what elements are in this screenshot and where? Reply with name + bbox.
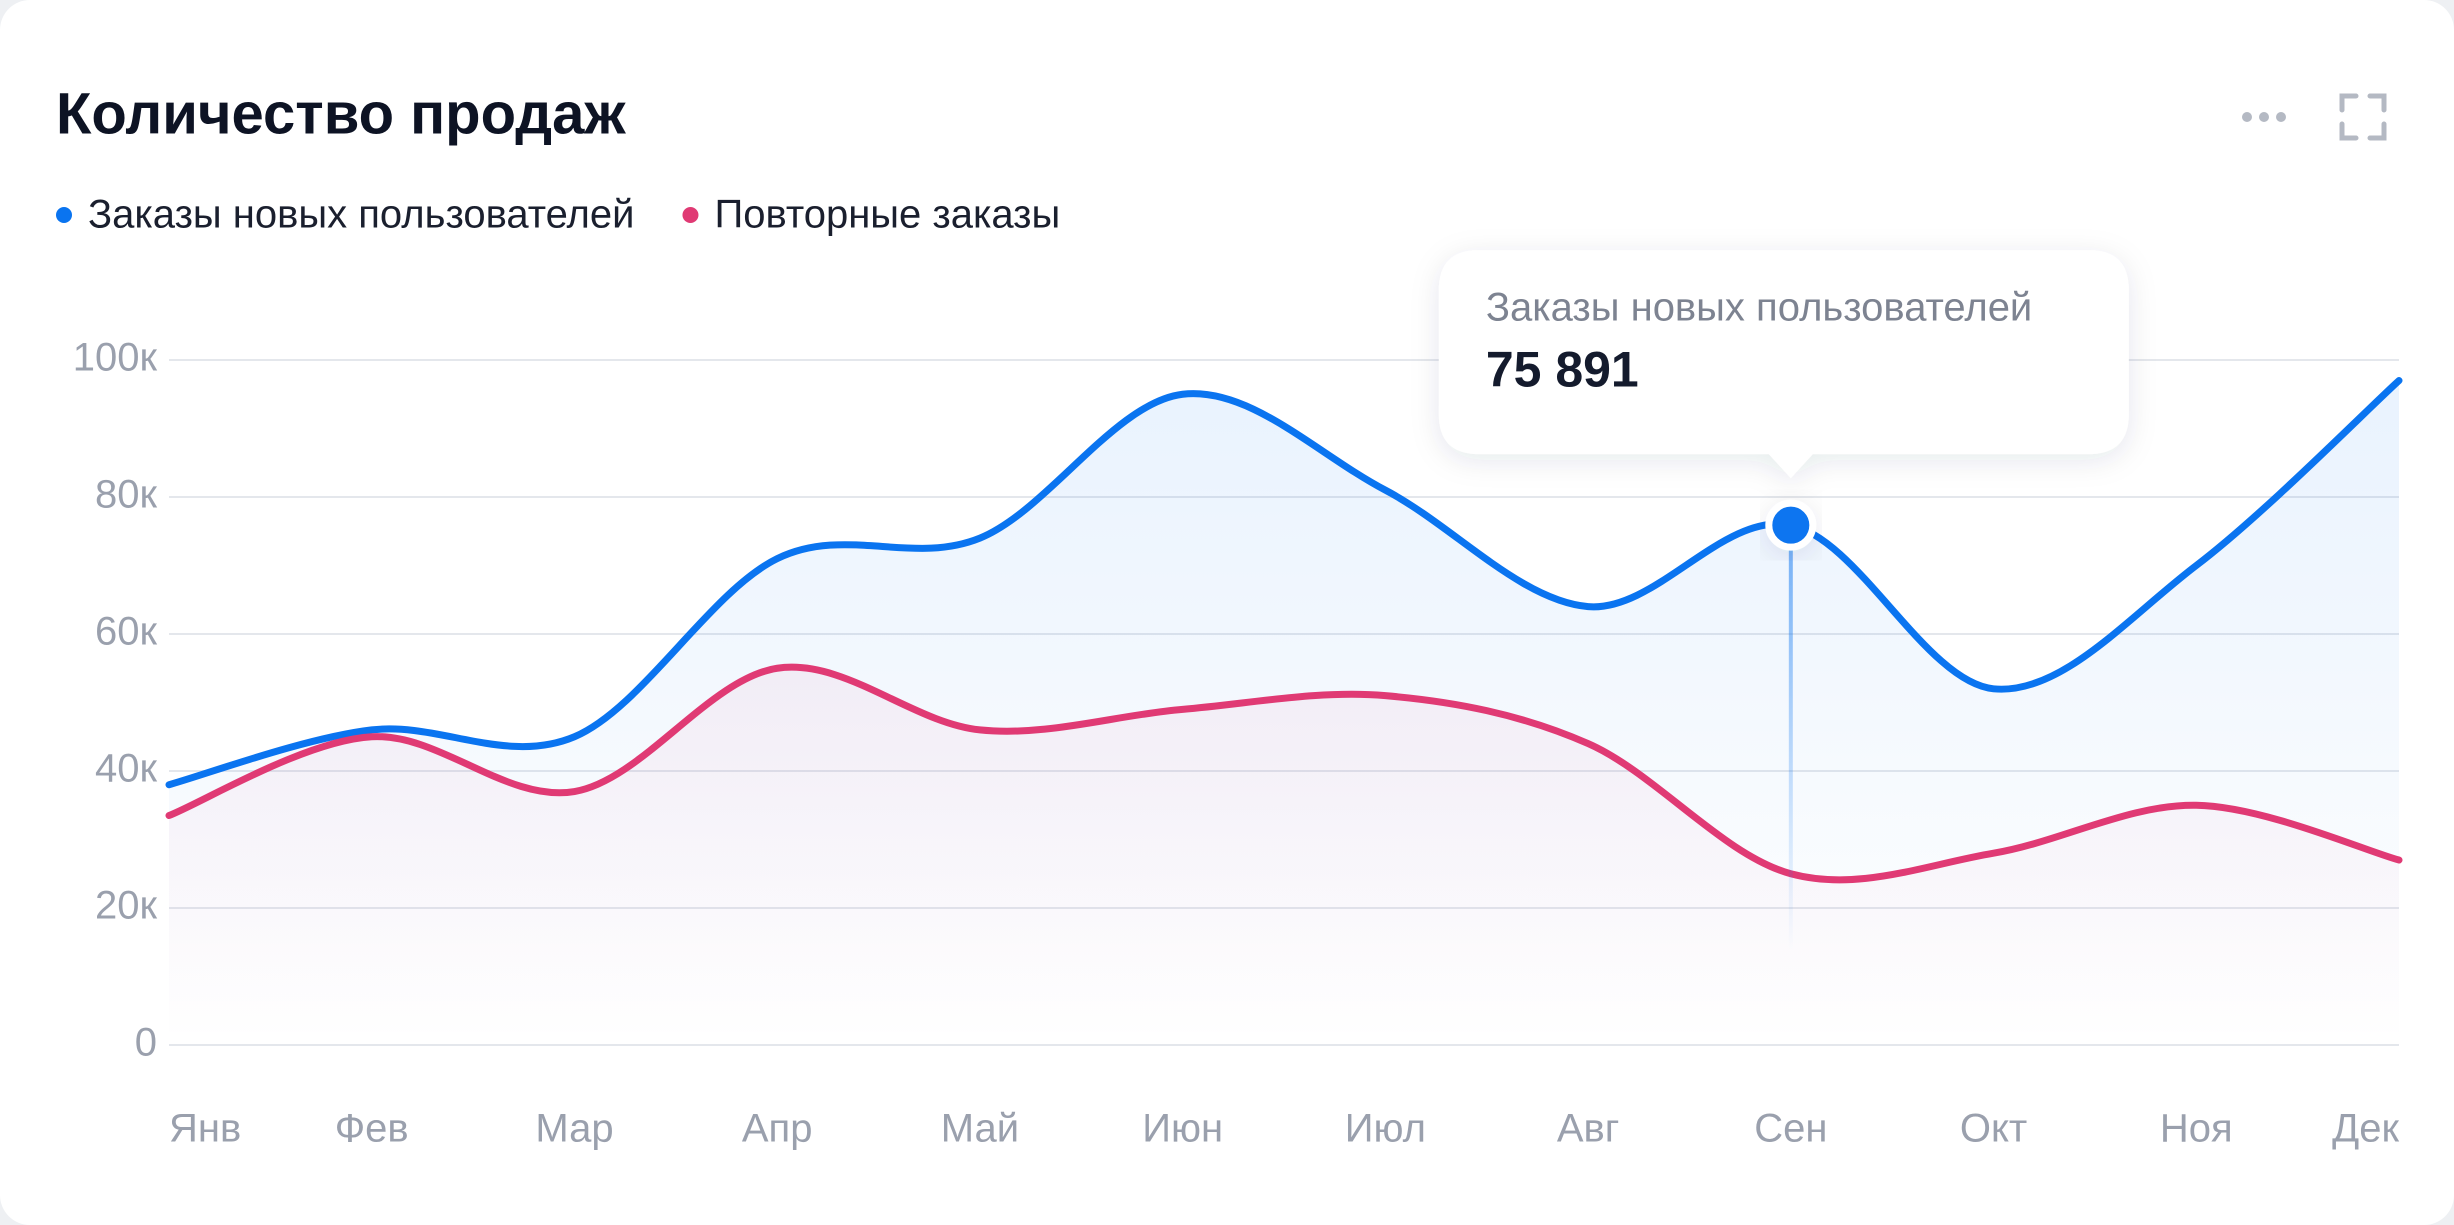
fullscreen-button[interactable]	[2339, 93, 2387, 141]
y-tick-label: 0	[135, 1021, 157, 1065]
chart-title: Количество продаж	[56, 81, 626, 146]
x-tick-label: Янв	[169, 1107, 241, 1151]
x-tick-label: Июл	[1345, 1107, 1426, 1151]
x-tick-label: Май	[941, 1107, 1019, 1151]
y-tick-label: 40к	[95, 747, 157, 791]
x-tick-label: Дек	[2332, 1107, 2399, 1151]
hover-line	[1788, 525, 1793, 950]
legend-marker	[56, 207, 72, 223]
x-tick-label: Апр	[742, 1107, 813, 1151]
area	[169, 667, 2399, 1045]
more-button[interactable]	[2242, 112, 2286, 122]
legend-label: Заказы новых пользователей	[88, 193, 634, 237]
y-tick-label: 20к	[95, 884, 157, 928]
tooltip-box	[1438, 250, 2129, 479]
legend-label: Повторные заказы	[714, 193, 1060, 237]
line	[165, 377, 2403, 789]
x-tick-label: Июн	[1142, 1107, 1223, 1151]
tooltip-series: Заказы новых пользователей	[1486, 286, 2032, 330]
point	[1765, 499, 1817, 551]
plot: 0 20к 40к 60к 80к 100к Янв Фев Мар Апр Май Июн Июл Ав…	[73, 336, 2403, 1151]
line	[165, 663, 2403, 884]
y-tick-label: 80к	[95, 473, 157, 517]
x-tick-label: Мар	[535, 1107, 613, 1151]
y-tick-label: 60к	[95, 610, 157, 654]
x-tick-label: Сен	[1754, 1107, 1827, 1151]
tooltip: Заказы новых пользователей 75 891	[1438, 250, 2129, 950]
legend: Заказы новых пользователей Повторные зака…	[56, 193, 1060, 237]
x-tick-label: Ноя	[2160, 1107, 2233, 1151]
y-tick-label: 100к	[73, 336, 158, 380]
x-tick-label: Окт	[1960, 1107, 2027, 1151]
tooltip-value: 75 891	[1486, 341, 1639, 397]
x-tick-label: Авг	[1557, 1107, 1620, 1151]
legend-marker	[682, 207, 699, 223]
x-tick-label: Фев	[335, 1107, 409, 1151]
